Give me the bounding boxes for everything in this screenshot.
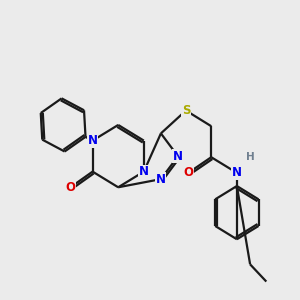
Text: N: N <box>156 172 166 186</box>
Text: O: O <box>65 181 76 194</box>
Text: H: H <box>246 152 254 162</box>
Text: N: N <box>88 134 98 147</box>
Text: N: N <box>232 167 242 179</box>
Text: O: O <box>183 167 193 179</box>
Text: N: N <box>139 165 149 178</box>
Text: N: N <box>173 150 183 163</box>
Text: S: S <box>182 104 190 117</box>
